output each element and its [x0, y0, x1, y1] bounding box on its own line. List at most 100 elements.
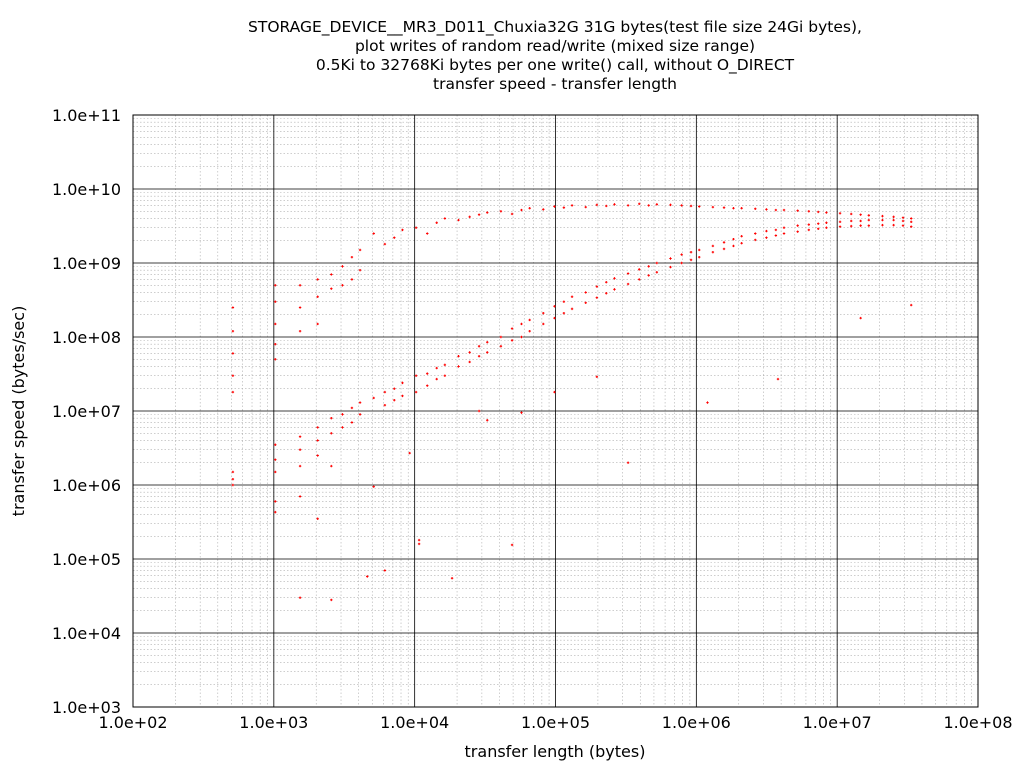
data-point	[231, 352, 235, 355]
data-point	[274, 443, 277, 446]
data-point	[892, 215, 895, 219]
data-point	[298, 306, 302, 309]
data-point	[722, 247, 726, 251]
data-point	[330, 416, 333, 420]
data-point	[274, 510, 277, 514]
data-point	[358, 401, 362, 404]
data-point	[562, 311, 566, 315]
data-point	[542, 322, 545, 326]
data-point	[417, 538, 421, 542]
data-point	[881, 218, 884, 222]
x-tick-label: 1.0e+03	[239, 713, 308, 732]
data-point	[435, 366, 438, 370]
y-axis-label: transfer speed (bytes/sec)	[9, 306, 28, 517]
data-point	[330, 598, 333, 602]
data-point	[910, 225, 913, 228]
data-point	[892, 223, 895, 227]
data-point	[626, 204, 630, 207]
data-point	[765, 229, 768, 233]
data-point	[468, 360, 471, 364]
data-point	[274, 470, 277, 474]
data-point	[711, 250, 715, 254]
data-point	[477, 355, 481, 358]
data-point	[350, 278, 354, 281]
data-point	[366, 575, 369, 578]
data-point	[499, 345, 503, 348]
data-point	[754, 232, 757, 235]
data-point	[807, 210, 811, 213]
data-point	[520, 335, 523, 339]
data-point	[595, 203, 599, 207]
data-point	[316, 454, 319, 457]
data-point	[231, 477, 235, 481]
x-tick-label: 1.0e+06	[662, 713, 731, 732]
title-line: STORAGE_DEVICE__MR3_D011_Chuxia32G 31G b…	[248, 18, 862, 36]
data-point	[825, 211, 828, 214]
data-point	[542, 311, 545, 315]
y-tick-label: 1.0e+10	[52, 180, 121, 199]
data-point	[426, 232, 429, 235]
data-point	[774, 228, 778, 232]
data-point	[298, 596, 302, 599]
y-tick-label: 1.0e+04	[52, 624, 121, 643]
data-point	[350, 406, 354, 410]
title-line: plot writes of random read/write (mixed …	[354, 37, 756, 55]
data-point	[477, 409, 481, 413]
data-point	[468, 215, 471, 219]
data-point	[901, 219, 905, 223]
data-point	[796, 209, 799, 212]
data-point	[457, 218, 460, 222]
data-point	[796, 230, 799, 233]
data-point	[765, 236, 768, 239]
data-point	[341, 426, 344, 429]
data-point	[274, 300, 277, 303]
data-point	[401, 228, 404, 232]
data-point	[881, 214, 884, 218]
data-point	[605, 204, 608, 208]
data-point	[383, 569, 387, 572]
data-point	[881, 223, 884, 227]
data-point	[584, 205, 587, 209]
data-point	[468, 351, 471, 354]
data-point	[372, 232, 375, 235]
data-point	[486, 351, 489, 354]
data-point	[330, 273, 333, 276]
data-point	[570, 204, 574, 207]
data-point	[638, 268, 641, 271]
data-point	[765, 208, 768, 211]
data-point	[510, 543, 514, 547]
data-point	[316, 295, 319, 298]
data-point	[393, 236, 396, 239]
data-point	[520, 322, 523, 326]
data-point	[605, 281, 608, 284]
data-point	[901, 224, 905, 227]
data-point	[510, 339, 514, 342]
data-point	[584, 301, 587, 304]
data-point	[774, 208, 778, 212]
data-point	[499, 210, 503, 213]
data-point	[680, 253, 683, 256]
data-point	[782, 208, 786, 212]
data-point	[655, 271, 659, 274]
data-point	[859, 219, 862, 223]
x-tick-labels: 1.0e+02 1.0e+03 1.0e+04 1.0e+05 1.0e+06 1.0e+…	[98, 713, 1012, 732]
data-point	[553, 205, 556, 208]
data-point	[892, 218, 895, 222]
data-point	[595, 375, 599, 378]
data-point	[613, 203, 616, 206]
y-tick-label: 1.0e+08	[52, 328, 121, 347]
data-point	[807, 228, 811, 232]
y-tick-label: 1.0e+11	[52, 106, 121, 125]
data-point	[698, 248, 701, 252]
title-line: 0.5Ki to 32768Ki bytes per one write() c…	[315, 56, 795, 74]
data-point	[510, 327, 514, 330]
data-point	[443, 363, 447, 367]
data-point	[542, 208, 545, 211]
data-point	[595, 285, 599, 288]
data-point	[274, 342, 277, 346]
data-point	[274, 500, 277, 503]
data-point	[231, 483, 235, 487]
data-point	[358, 248, 362, 252]
data-point	[457, 365, 460, 368]
data-point	[426, 372, 429, 375]
